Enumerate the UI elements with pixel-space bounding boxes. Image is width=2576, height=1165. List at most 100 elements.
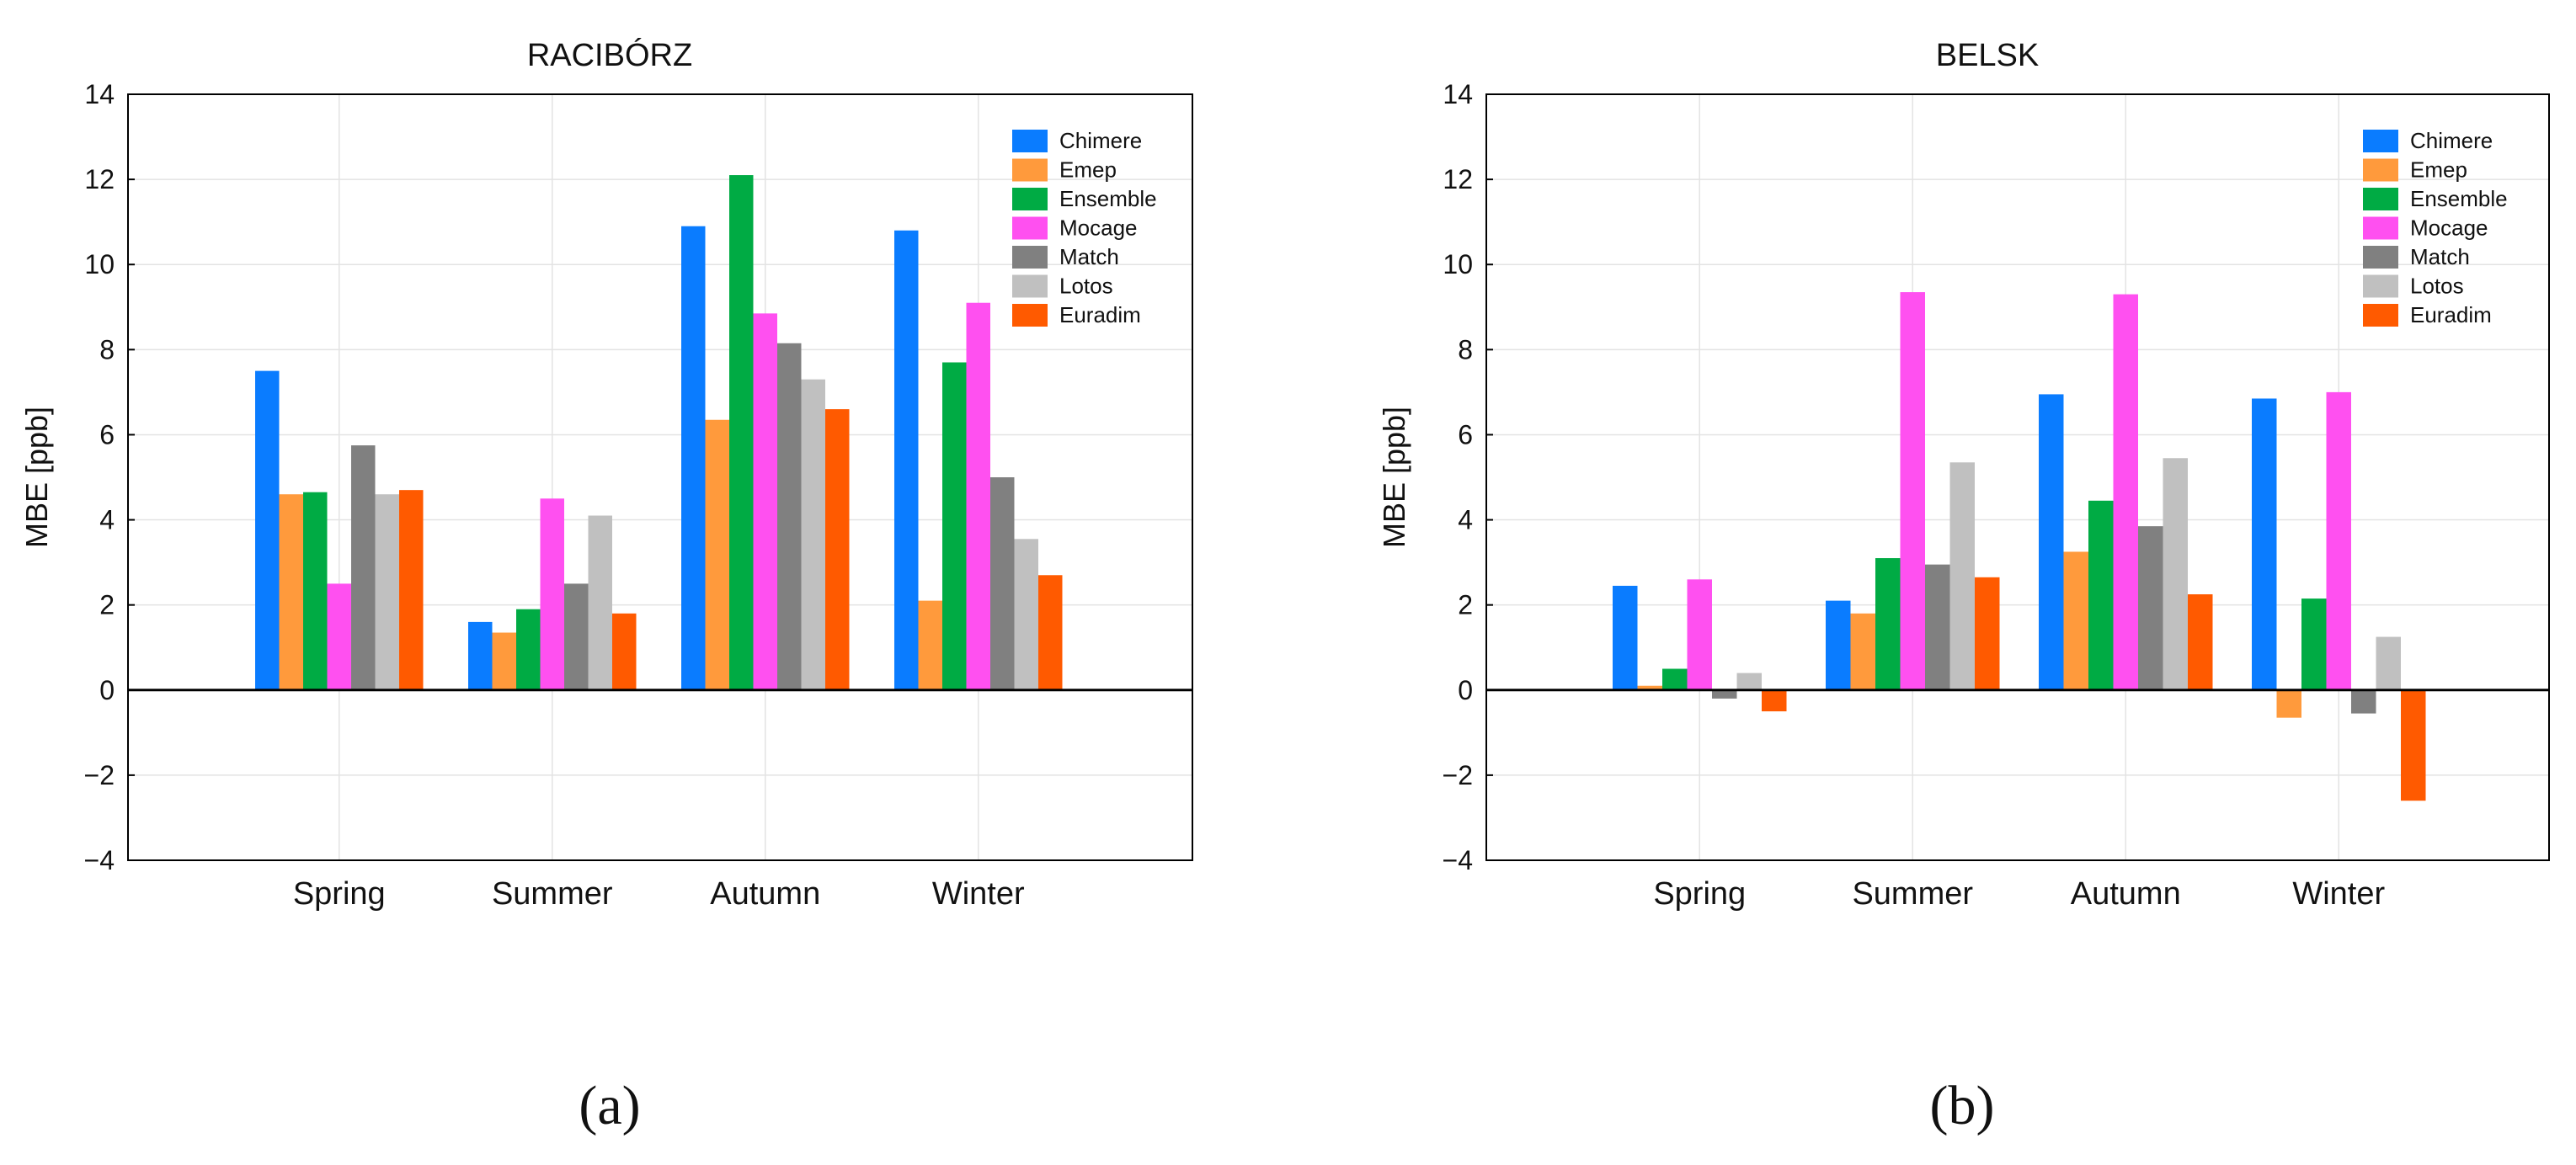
raciborz-legend-swatch-ensemble xyxy=(1012,188,1048,210)
belsk-bar-emep-summer xyxy=(1850,613,1875,690)
raciborz-ytick-label: 14 xyxy=(84,79,115,109)
raciborz-xtick-label-winter: Winter xyxy=(932,876,1025,912)
belsk-bar-euradim-spring xyxy=(1762,689,1787,712)
raciborz-bar-emep-autumn xyxy=(705,419,729,690)
raciborz-legend-label-mocage: Mocage xyxy=(1059,215,1138,241)
belsk-ytick-label: −4 xyxy=(1443,845,1473,875)
belsk-ytick-label: 2 xyxy=(1458,590,1473,620)
raciborz-bar-ensemble-summer xyxy=(516,609,541,690)
belsk-legend: Chimere Emep Ensemble Mocage Match Lotos Eurad… xyxy=(2363,128,2508,327)
raciborz-legend: Chimere Emep Ensemble Mocage Match Lotos Eurad… xyxy=(1012,128,1157,327)
belsk-legend-swatch-chimere xyxy=(2363,130,2398,152)
belsk-ytick-label: 10 xyxy=(1443,249,1473,279)
raciborz-bar-ensemble-winter xyxy=(942,362,967,690)
belsk-ytick-label: 8 xyxy=(1458,334,1473,364)
belsk-bar-euradim-summer xyxy=(1975,577,2000,690)
raciborz-ytick-label: 0 xyxy=(99,675,115,705)
raciborz-y-axis-label: MBE [ppb] xyxy=(19,407,54,548)
belsk-bar-ensemble-summer xyxy=(1875,558,1901,690)
raciborz-legend-swatch-chimere xyxy=(1012,130,1048,152)
belsk-legend-label-ensemble: Ensemble xyxy=(2410,186,2508,211)
belsk-bar-mocage-spring xyxy=(1687,579,1712,690)
raciborz-bar-emep-spring xyxy=(279,494,303,690)
belsk-bar-lotos-spring xyxy=(1736,673,1762,690)
belsk-bar-match-autumn xyxy=(2138,526,2163,690)
belsk-y-axis-label: MBE [ppb] xyxy=(1377,407,1411,548)
raciborz-ytick-label: 4 xyxy=(99,505,115,535)
raciborz-plot-frame xyxy=(127,93,1193,861)
belsk-legend-swatch-emep xyxy=(2363,158,2398,182)
raciborz-legend-swatch-match xyxy=(1012,246,1048,269)
belsk-legend-label-mocage: Mocage xyxy=(2410,215,2488,241)
belsk-ytick-label: 0 xyxy=(1458,675,1473,705)
belsk-bar-ensemble-autumn xyxy=(2088,500,2114,690)
raciborz-xtick-label-autumn: Autumn xyxy=(710,876,820,912)
belsk-bar-emep-spring xyxy=(1637,685,1662,690)
belsk-chart-title: BELSK xyxy=(1936,38,2040,73)
belsk-xtick-label-spring: Spring xyxy=(1653,876,1746,912)
belsk-bar-chimere-autumn xyxy=(2039,394,2064,690)
raciborz-chart-title: RACIBÓRZ xyxy=(527,37,692,73)
raciborz-xtick-label-spring: Spring xyxy=(293,876,386,912)
belsk-legend-label-lotos: Lotos xyxy=(2410,274,2464,299)
raciborz-ytick-label: 2 xyxy=(99,590,115,620)
raciborz-bar-euradim-winter xyxy=(1038,575,1063,690)
belsk-bar-chimere-spring xyxy=(1613,585,1638,690)
belsk-bar-chimere-summer xyxy=(1826,600,1851,690)
belsk-legend-swatch-euradim xyxy=(2363,304,2398,327)
raciborz-bar-ensemble-autumn xyxy=(729,175,754,690)
belsk-xtick-label-autumn: Autumn xyxy=(2071,876,2181,912)
raciborz-bar-ensemble-spring xyxy=(303,492,328,690)
belsk-legend-swatch-ensemble xyxy=(2363,188,2398,210)
raciborz-bar-euradim-summer xyxy=(612,613,637,690)
belsk-bar-mocage-autumn xyxy=(2113,294,2138,690)
raciborz-ytick-label: 12 xyxy=(84,164,115,194)
belsk-ytick-label: 6 xyxy=(1458,419,1473,450)
raciborz-bar-lotos-summer xyxy=(588,515,612,690)
belsk-bar-ensemble-spring xyxy=(1662,668,1688,690)
belsk-legend-label-emep: Emep xyxy=(2410,157,2467,183)
raciborz-bar-lotos-spring xyxy=(375,494,399,690)
belsk-bar-euradim-autumn xyxy=(2188,594,2213,690)
raciborz-legend-swatch-euradim xyxy=(1012,304,1048,327)
belsk-plot-frame xyxy=(1485,93,2550,861)
raciborz-ytick-label: −2 xyxy=(84,760,115,790)
belsk-legend-label-match: Match xyxy=(2410,244,2470,269)
raciborz-bar-mocage-spring xyxy=(327,583,351,690)
raciborz-bar-emep-winter xyxy=(918,600,942,690)
belsk-bar-mocage-summer xyxy=(1900,292,1925,690)
raciborz-bar-emep-summer xyxy=(492,632,516,690)
raciborz-bar-euradim-spring xyxy=(399,490,424,690)
raciborz-ytick-label: 8 xyxy=(99,334,115,364)
belsk-bar-chimere-winter xyxy=(2252,398,2277,690)
raciborz-ytick-label: 6 xyxy=(99,419,115,450)
raciborz-ytick-label: 10 xyxy=(84,249,115,279)
belsk-bar-match-spring xyxy=(1712,689,1737,699)
belsk-legend-swatch-match xyxy=(2363,246,2398,269)
belsk-bar-lotos-winter xyxy=(2376,636,2401,690)
belsk-xtick-label-summer: Summer xyxy=(1852,876,1973,912)
raciborz-bar-match-autumn xyxy=(777,343,802,690)
raciborz-legend-label-ensemble: Ensemble xyxy=(1059,186,1157,211)
raciborz-legend-label-euradim: Euradim xyxy=(1059,302,1141,327)
belsk-ytick-label: 12 xyxy=(1443,164,1473,194)
belsk-bar-emep-autumn xyxy=(2063,551,2088,690)
raciborz-legend-swatch-mocage xyxy=(1012,216,1048,240)
chart-panel-raciborz: −4 −2 0 2 4 6 8 10 12 14 Spring Summer Autumn Winter R… xyxy=(19,37,1193,1136)
belsk-ytick-label: 14 xyxy=(1443,79,1473,109)
raciborz-ytick-label: −4 xyxy=(84,845,115,875)
raciborz-legend-label-lotos: Lotos xyxy=(1059,274,1113,299)
raciborz-bar-chimere-winter xyxy=(894,230,919,690)
raciborz-legend-swatch-emep xyxy=(1012,158,1048,182)
belsk-bar-match-summer xyxy=(1925,564,1950,690)
belsk-bar-match-winter xyxy=(2351,689,2376,714)
raciborz-legend-label-emep: Emep xyxy=(1059,157,1117,183)
raciborz-bar-match-summer xyxy=(564,583,589,690)
raciborz-bar-euradim-autumn xyxy=(825,409,850,690)
raciborz-panel-caption: (a) xyxy=(579,1075,640,1136)
belsk-ytick-label: 4 xyxy=(1458,505,1473,535)
belsk-ytick-label: −2 xyxy=(1443,760,1473,790)
raciborz-legend-label-match: Match xyxy=(1059,244,1119,269)
chart-panel-belsk: −4 −2 0 2 4 6 8 10 12 14 Spring Summer Autumn Winter B… xyxy=(1377,38,2550,1136)
